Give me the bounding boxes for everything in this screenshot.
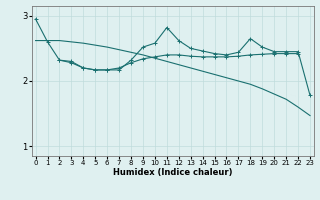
X-axis label: Humidex (Indice chaleur): Humidex (Indice chaleur)	[113, 168, 233, 177]
